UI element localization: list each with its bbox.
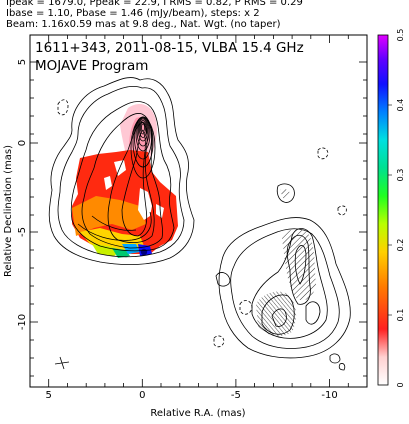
- colorbar-tick-label: 0.4: [396, 99, 405, 112]
- header-line-3: Beam: 1.16x0.59 mas at 9.8 deg., Nat. Wg…: [6, 19, 281, 30]
- colorbar-tick-label: 0.1: [396, 309, 405, 322]
- x-tick-label: -10: [321, 390, 337, 401]
- lobe-contours: [218, 217, 351, 359]
- colorbar-tick-label: 0: [396, 382, 405, 387]
- x-axis-label: Relative R.A. (mas): [150, 408, 245, 419]
- colorbar-tick-labels: 0.5 0.4 0.3 0.2 0.1 0: [396, 29, 405, 388]
- plot-subtitle: MOJAVE Program: [35, 58, 149, 74]
- colorbar-tick-label: 0.2: [396, 239, 405, 252]
- x-tick-labels: 5 0 -5 -10: [46, 390, 338, 401]
- y-tick-label: -10: [17, 314, 28, 330]
- y-tick-label: -5: [17, 227, 28, 237]
- plot-title: 1611+343, 2011-08-15, VLBA 15.4 GHz: [35, 40, 304, 56]
- x-tick-label: -5: [231, 390, 241, 401]
- isolated-contours: [215, 183, 346, 371]
- map-content: [48, 77, 351, 371]
- beam-marker: [54, 356, 70, 370]
- colorbar-tick-label: 0.5: [396, 29, 405, 42]
- x-tick-marks: [48, 35, 349, 387]
- colorbar-tick-label: 0.3: [396, 169, 405, 182]
- header-line-1: Ipeak = 1679.0, Ppeak = 22.9, I RMS = 0.…: [6, 0, 303, 8]
- x-tick-label: 5: [46, 390, 52, 401]
- y-tick-marks: [30, 61, 367, 377]
- y-tick-label: 5: [17, 59, 28, 65]
- intensity-contours: [48, 77, 195, 266]
- x-tick-label: 0: [139, 390, 145, 401]
- header-line-2: Ibase = 1.10, Pbase = 1.46 (mJy/beam), s…: [6, 8, 260, 19]
- fractional-polarization-image: [72, 104, 178, 258]
- y-axis-label: Relative Declination (mas): [3, 145, 14, 277]
- y-tick-labels: 5 0 -5 -10: [17, 59, 28, 330]
- negative-contours: [57, 99, 347, 348]
- y-tick-label: 0: [17, 140, 28, 146]
- colorbar-tick-marks: [388, 104, 392, 316]
- colorbar: [377, 34, 389, 386]
